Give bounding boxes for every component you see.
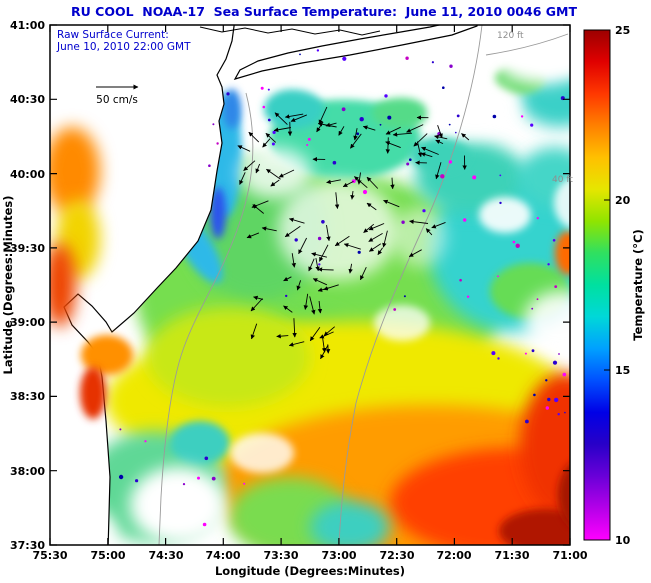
colorbar-tick-label: 25	[615, 24, 630, 37]
x-tick-label: 71:00	[552, 549, 587, 562]
map-content	[50, 25, 570, 545]
current-annotation-line1: Raw Surface Current:	[57, 29, 169, 41]
x-tick-label: 75:00	[90, 549, 125, 562]
estuary-warm-layer	[50, 127, 133, 419]
colorbar: 25 20 15 10 Temperature (°C)	[583, 24, 645, 547]
plot-border	[49, 24, 571, 546]
y-tick-label: 40:30	[10, 93, 45, 106]
y-tick-label: 39:00	[10, 316, 45, 329]
y-tick-label: 40:00	[10, 168, 45, 181]
y-tick-label: 37:30	[10, 539, 45, 552]
map-plot-area: Raw Surface Current: June 10, 2010 22:00…	[49, 24, 573, 546]
y-axis-title: Latitude (Degrees:Minutes)	[1, 196, 15, 375]
y-tick-label: 38:30	[10, 390, 45, 403]
x-tick-label: 73:30	[263, 549, 298, 562]
contour-depth-label-2: 40 ft	[552, 175, 573, 185]
connecticut-coastline	[199, 26, 381, 36]
x-tick-label: 74:00	[205, 549, 240, 562]
x-axis-title: Longitude (Degrees:Minutes)	[215, 564, 405, 578]
speckle-layer	[118, 49, 567, 527]
x-axis-tick-labels: 75:30 75:00 74:30 74:00 73:30 73:00 72:3…	[32, 549, 587, 562]
colorbar-ticks	[604, 29, 610, 541]
x-tick-label: 75:30	[32, 549, 67, 562]
sst-field-layer	[85, 64, 570, 545]
contour-depth-label-1: 120 ft	[497, 31, 524, 41]
y-tick-label: 38:00	[10, 465, 45, 478]
x-tick-label: 72:00	[436, 549, 471, 562]
colorbar-title: Temperature (°C)	[631, 229, 645, 340]
y-tick-label: 39:30	[10, 242, 45, 255]
colorbar-gradient	[583, 29, 611, 541]
figure-title: RU COOL NOAA-17 Sea Surface Temperature:…	[71, 4, 577, 19]
x-tick-label: 73:00	[321, 549, 356, 562]
current-vectors-layer	[237, 106, 470, 360]
long-island-coastline	[233, 25, 478, 80]
x-tick-label: 72:30	[379, 549, 414, 562]
current-annotation-line2: June 10, 2010 22:00 GMT	[56, 41, 191, 53]
colorbar-tick-label: 10	[615, 534, 631, 547]
colorbar-tick-labels: 25 20 15 10	[615, 24, 631, 547]
x-tick-label: 74:30	[148, 549, 183, 562]
colorbar-tick-label: 20	[615, 194, 631, 207]
y-axis-tick-labels: 41:00 40:30 40:00 39:30 39:00 38:30 38:0…	[10, 19, 45, 552]
colorbar-tick-label: 15	[615, 364, 630, 377]
y-tick-label: 41:00	[10, 19, 45, 32]
x-tick-label: 71:30	[494, 549, 529, 562]
vector-scale-label: 50 cm/s	[96, 94, 138, 106]
